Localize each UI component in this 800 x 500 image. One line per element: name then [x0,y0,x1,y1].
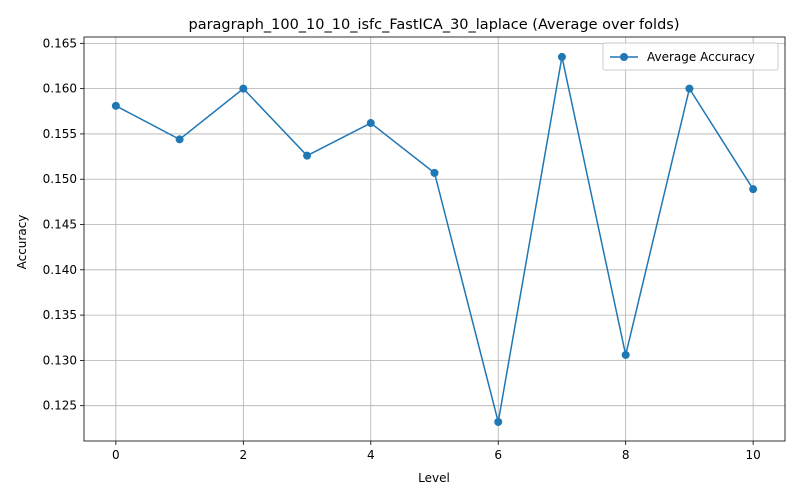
chart-title: paragraph_100_10_10_isfc_FastICA_30_lapl… [189,17,680,33]
data-point [366,119,375,128]
x-axis-label: Level [418,471,450,485]
axes [83,36,786,442]
y-axis-ticks: 0.125 0.130 0.135 0.140 0.145 0.150 0.155 0.160… [43,36,84,413]
legend: Average Accuracy [602,42,779,71]
x-tick-label: 2 [239,448,247,462]
x-tick-label: 6 [494,448,502,462]
data-point [239,84,248,93]
data-point [621,350,630,359]
grid-lines [84,37,785,441]
y-tick-label: 0.135 [43,308,77,322]
legend-box [602,42,779,71]
x-tick-label: 10 [745,448,760,462]
data-point [111,101,120,110]
data-point [303,151,312,160]
x-tick-label: 8 [622,448,630,462]
y-tick-label: 0.155 [43,127,77,141]
y-tick-label: 0.165 [43,36,77,50]
x-tick-label: 0 [112,448,120,462]
data-point [749,185,758,194]
data-point [430,168,439,177]
y-tick-label: 0.145 [43,218,77,232]
data-point [557,52,566,61]
x-tick-label: 4 [367,448,375,462]
y-tick-label: 0.160 [43,82,77,96]
data-point [175,135,184,144]
series-group [111,52,758,426]
data-point [685,84,694,93]
x-axis-ticks: 0 2 4 6 8 10 [112,441,761,462]
y-axis-label: Accuracy [15,215,29,270]
legend-point-marker [620,53,628,61]
data-point [494,417,503,426]
plot-frame [83,36,786,442]
y-tick-label: 0.125 [43,399,77,413]
y-tick-label: 0.130 [43,353,77,367]
y-tick-label: 0.150 [43,172,77,186]
legend-label: Average Accuracy [647,50,755,64]
y-tick-label: 0.140 [43,263,77,277]
